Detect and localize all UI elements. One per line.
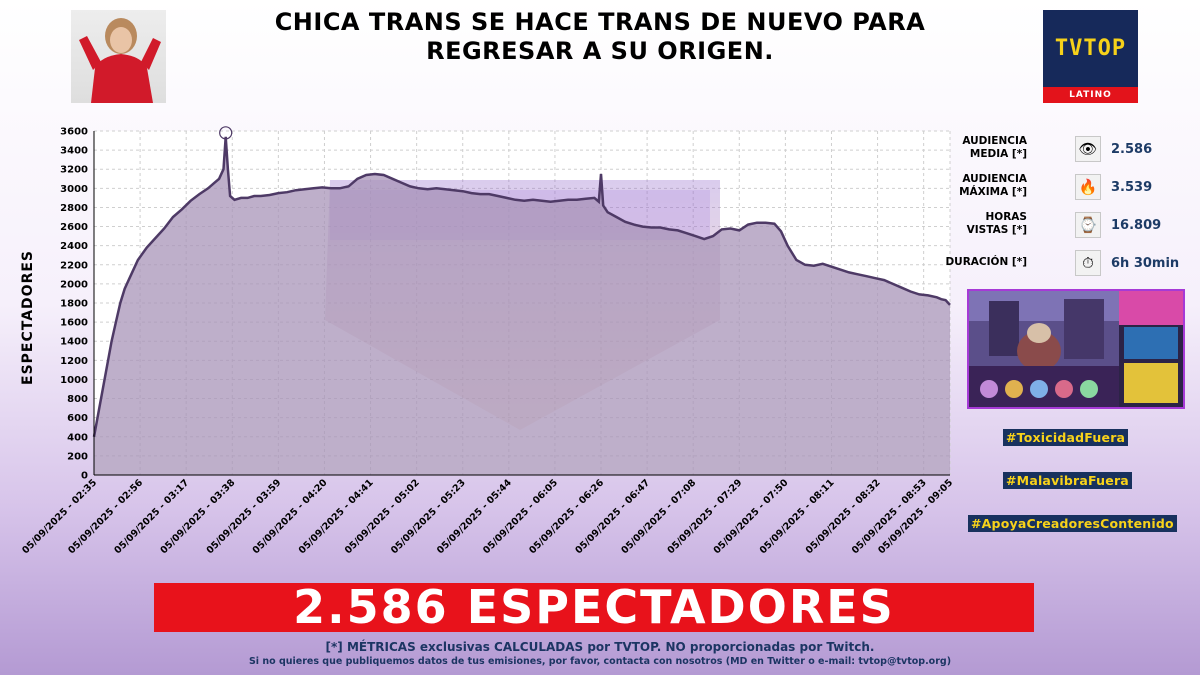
y-tick-label: 1400 bbox=[60, 337, 88, 348]
viewers-line bbox=[92, 136, 951, 438]
stat-label-line2: MÁXIMA [*] bbox=[959, 186, 1027, 198]
y-tick-label: 2600 bbox=[60, 222, 88, 233]
y-tick-label: 2000 bbox=[60, 279, 88, 290]
fire-icon: 🔥 bbox=[1075, 174, 1101, 200]
stat-average-audience: AUDIENCIA MEDIA [*] 👁 2.586 bbox=[962, 135, 1195, 165]
x-tick-label: 05/09/2025 - 07:50 bbox=[712, 477, 791, 556]
x-tick-label: 05/09/2025 - 02:35 bbox=[20, 477, 99, 556]
y-tick-label: 2800 bbox=[60, 203, 88, 214]
x-tick-label: 05/09/2025 - 06:26 bbox=[527, 477, 606, 556]
footer-metrics-note: [*] MÉTRICAS exclusivas CALCULADAS por T… bbox=[325, 640, 875, 654]
hashtag-apoya-creadores: #ApoyaCreadoresContenido bbox=[968, 515, 1177, 532]
stat-label: DURACIÓN [*] bbox=[927, 256, 1027, 269]
stat-value: 16.809 bbox=[1111, 218, 1162, 233]
title-line-2: REGRESAR A SU ORIGEN. bbox=[426, 37, 774, 65]
x-tick-label: 05/09/2025 - 07:08 bbox=[619, 477, 698, 556]
logo-text: TVTOP bbox=[1054, 36, 1127, 61]
eye-icon: 👁 bbox=[1075, 136, 1101, 162]
stat-label-line1: AUDIENCIA bbox=[962, 135, 1027, 147]
y-tick-label: 3200 bbox=[60, 165, 88, 176]
x-tick-label: 05/09/2025 - 03:38 bbox=[158, 477, 237, 556]
stat-max-audience: AUDIENCIA MÁXIMA [*] 🔥 3.539 bbox=[959, 173, 1195, 203]
stat-value: 3.539 bbox=[1111, 180, 1153, 195]
viewers-chart: 0 200 400 600 800 1000 1200 1400 1600 1800 2000 220… bbox=[20, 126, 955, 556]
y-tick-label: 1800 bbox=[60, 299, 88, 310]
page-title: CHICA TRANS SE HACE TRANS DE NUEVO PARA … bbox=[200, 8, 1000, 66]
stat-label: AUDIENCIA MEDIA [*] bbox=[927, 135, 1027, 161]
peak-marker bbox=[219, 126, 233, 140]
watch-icon: ⌚ bbox=[1075, 212, 1101, 238]
stat-duration: DURACIÓN [*] ⏱ 6h 30min bbox=[945, 249, 1195, 279]
stat-value: 6h 30min bbox=[1111, 256, 1180, 271]
y-tick-label: 1200 bbox=[60, 356, 88, 367]
logo-subtitle: LATINO bbox=[1043, 87, 1138, 103]
x-tick-label: 05/09/2025 - 04:20 bbox=[251, 477, 330, 556]
y-tick-label: 2200 bbox=[60, 260, 88, 271]
y-axis-label: ESPECTADORES bbox=[20, 250, 36, 385]
y-tick-label: 800 bbox=[67, 394, 88, 405]
tvtop-logo: TVTOP LATINO bbox=[1043, 10, 1138, 103]
footer-contact-note: Si no quieres que publiquemos datos de t… bbox=[248, 656, 952, 667]
y-tick-label: 3400 bbox=[60, 146, 88, 157]
streamer-photo-icon bbox=[79, 18, 161, 103]
stat-label-line2: MEDIA [*] bbox=[969, 148, 1027, 160]
y-tick-label: 3600 bbox=[60, 127, 88, 138]
stat-label: AUDIENCIA MÁXIMA [*] bbox=[927, 173, 1027, 199]
viewers-banner: 2.586 ESPECTADORES bbox=[154, 583, 1034, 632]
stat-label-line1: DURACIÓN [*] bbox=[945, 256, 1027, 268]
stat-value: 2.586 bbox=[1111, 142, 1153, 157]
x-tick-label: 05/09/2025 - 02:56 bbox=[66, 477, 145, 556]
y-tick-label: 1000 bbox=[60, 375, 88, 386]
y-tick-label: 3000 bbox=[60, 184, 88, 195]
hashtag-malavibra: #MalavibraFuera bbox=[1003, 472, 1132, 489]
stream-scene-icon bbox=[969, 291, 1183, 407]
y-tick-label: 1600 bbox=[60, 318, 88, 329]
stopwatch-icon: ⏱ bbox=[1075, 250, 1101, 276]
y-tick-label: 2400 bbox=[60, 241, 88, 252]
stat-hours-watched: HORAS VISTAS [*] ⌚ 16.809 bbox=[965, 211, 1195, 241]
y-tick-label: 200 bbox=[67, 451, 88, 462]
streamer-avatar bbox=[71, 10, 166, 103]
stat-label: HORAS VISTAS [*] bbox=[927, 211, 1027, 237]
viewers-area bbox=[94, 136, 950, 476]
stat-label-line1: HORAS bbox=[985, 211, 1028, 223]
y-tick-label: 0 bbox=[81, 471, 88, 482]
stream-thumbnail bbox=[967, 289, 1185, 409]
y-tick-labels: 0 200 400 600 800 1000 1200 1400 1600 1800 2000 220… bbox=[60, 127, 88, 482]
x-tick-label: 05/09/2025 - 05:44 bbox=[435, 477, 514, 556]
y-tick-label: 400 bbox=[67, 432, 88, 443]
stat-label-line1: AUDIENCIA bbox=[962, 173, 1027, 185]
y-tick-label: 600 bbox=[67, 413, 88, 424]
title-line-1: CHICA TRANS SE HACE TRANS DE NUEVO PARA bbox=[274, 8, 926, 36]
hashtag-toxicidad: #ToxicidadFuera bbox=[1003, 429, 1129, 446]
stat-label-line2: VISTAS [*] bbox=[966, 224, 1027, 236]
